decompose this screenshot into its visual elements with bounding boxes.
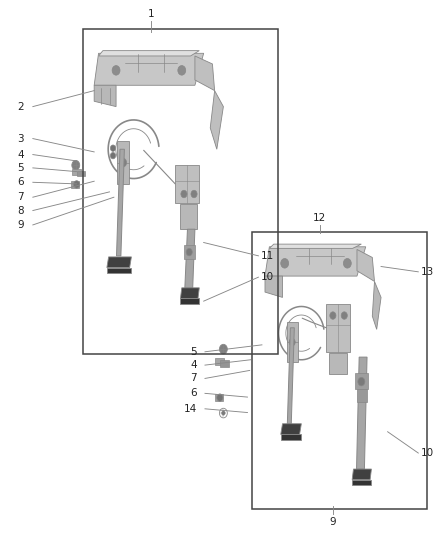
Bar: [252, 232, 427, 509]
Polygon shape: [71, 181, 79, 188]
Text: 10: 10: [420, 448, 434, 458]
Polygon shape: [357, 389, 367, 402]
Polygon shape: [94, 53, 204, 85]
Text: 10: 10: [261, 272, 274, 282]
Polygon shape: [117, 149, 124, 256]
Polygon shape: [265, 276, 283, 297]
Polygon shape: [269, 244, 361, 248]
Polygon shape: [185, 229, 195, 288]
Polygon shape: [287, 328, 294, 424]
Circle shape: [341, 312, 347, 319]
Polygon shape: [352, 480, 371, 485]
Circle shape: [120, 158, 127, 167]
Polygon shape: [180, 288, 199, 298]
Polygon shape: [175, 165, 199, 203]
Circle shape: [358, 377, 365, 386]
Text: 5: 5: [191, 347, 197, 357]
Polygon shape: [357, 249, 374, 281]
Text: 11: 11: [261, 251, 274, 261]
Circle shape: [219, 344, 227, 354]
Polygon shape: [372, 281, 381, 329]
Polygon shape: [215, 394, 223, 401]
Circle shape: [330, 312, 336, 319]
Circle shape: [217, 394, 223, 401]
Circle shape: [281, 259, 289, 268]
Text: 7: 7: [18, 192, 24, 202]
Text: 6: 6: [191, 389, 197, 398]
Text: 6: 6: [18, 177, 24, 187]
Polygon shape: [210, 91, 223, 149]
Circle shape: [112, 66, 120, 75]
Polygon shape: [107, 257, 131, 268]
Polygon shape: [352, 469, 371, 480]
Text: 3: 3: [18, 134, 24, 143]
Circle shape: [72, 160, 80, 170]
Circle shape: [343, 259, 351, 268]
Text: 2: 2: [18, 102, 24, 111]
Bar: [83, 29, 278, 354]
Circle shape: [74, 181, 80, 188]
Circle shape: [181, 190, 187, 198]
Text: 14: 14: [184, 404, 197, 414]
Text: 1: 1: [148, 9, 155, 19]
Text: 9: 9: [18, 220, 24, 230]
Polygon shape: [265, 247, 366, 276]
Polygon shape: [220, 360, 229, 367]
Polygon shape: [215, 358, 224, 365]
Text: 4: 4: [191, 360, 197, 370]
Text: 7: 7: [191, 374, 197, 383]
Circle shape: [219, 408, 227, 418]
Polygon shape: [184, 245, 195, 259]
Circle shape: [191, 190, 197, 198]
Polygon shape: [94, 85, 116, 107]
Polygon shape: [180, 204, 197, 229]
Polygon shape: [287, 322, 298, 362]
Text: 12: 12: [313, 213, 326, 223]
Text: 13: 13: [420, 267, 434, 277]
Polygon shape: [355, 373, 368, 389]
Circle shape: [186, 248, 192, 256]
Polygon shape: [357, 357, 367, 469]
Text: 8: 8: [18, 206, 24, 215]
Circle shape: [222, 411, 225, 415]
Circle shape: [289, 338, 295, 346]
Polygon shape: [195, 56, 215, 91]
Polygon shape: [281, 434, 301, 440]
Text: 5: 5: [18, 163, 24, 173]
Polygon shape: [117, 141, 129, 184]
Circle shape: [110, 145, 116, 151]
Polygon shape: [281, 424, 301, 434]
Text: 9: 9: [329, 517, 336, 527]
Polygon shape: [77, 171, 85, 176]
Polygon shape: [99, 51, 199, 56]
Polygon shape: [180, 298, 199, 304]
Circle shape: [178, 66, 186, 75]
Polygon shape: [107, 268, 131, 273]
Polygon shape: [326, 304, 350, 352]
Circle shape: [110, 152, 116, 159]
Polygon shape: [72, 169, 81, 175]
Text: 4: 4: [18, 150, 24, 159]
Polygon shape: [329, 353, 347, 374]
